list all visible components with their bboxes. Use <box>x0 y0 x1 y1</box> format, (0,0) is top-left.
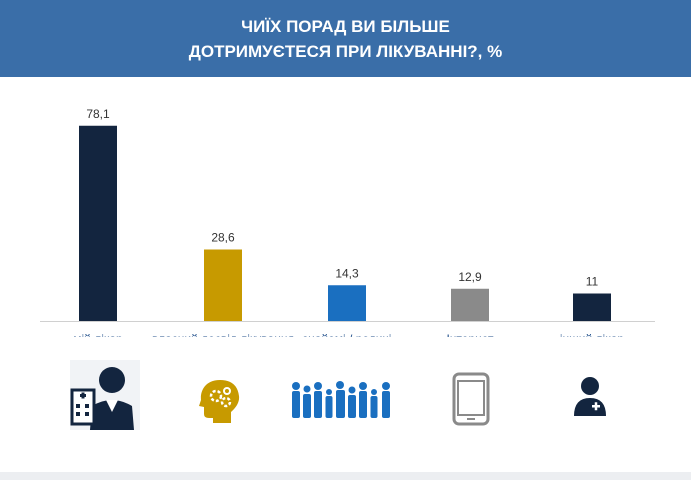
family-group-icon <box>292 381 390 418</box>
bar-3 <box>328 285 366 321</box>
other-doctor-icon <box>574 377 606 416</box>
chart-title-banner: ЧИЇХ ПОРАД ВИ БІЛЬШЕ ДОТРИМУЄТЕСЯ ПРИ ЛІ… <box>0 0 691 77</box>
bar-chart: 78,1 мій лікар 28,6 власний досвід лікуванн… <box>40 107 655 337</box>
bar-2 <box>204 249 242 321</box>
category-label-1: мій лікар <box>73 332 123 337</box>
bar-5 <box>573 293 611 321</box>
bar-4 <box>451 288 489 321</box>
footer-strip <box>0 472 691 480</box>
chart-title-line-2: ДОТРИМУЄТЕСЯ ПРИ ЛІКУВАННІ?, % <box>188 42 503 61</box>
category-label-2: власний досвід лікування <box>152 332 294 337</box>
data-label-3: 14,3 <box>335 266 359 280</box>
brain-gears-icon <box>199 380 240 423</box>
data-label-4: 12,9 <box>458 270 482 284</box>
chart-title-line-1: ЧИЇХ ПОРАД ВИ БІЛЬШЕ <box>241 17 450 36</box>
category-label-4: Інтернет <box>446 332 494 337</box>
data-label-5: 11 <box>586 275 599 289</box>
bar-1 <box>79 125 117 321</box>
data-label-1: 78,1 <box>86 107 110 121</box>
data-label-2: 28,6 <box>211 231 235 245</box>
category-label-3: знайомі / родичі <box>303 332 392 337</box>
doctor-hospital-icon <box>70 360 140 430</box>
category-label-5: інший лікар <box>560 332 625 337</box>
smartphone-icon <box>452 372 490 426</box>
